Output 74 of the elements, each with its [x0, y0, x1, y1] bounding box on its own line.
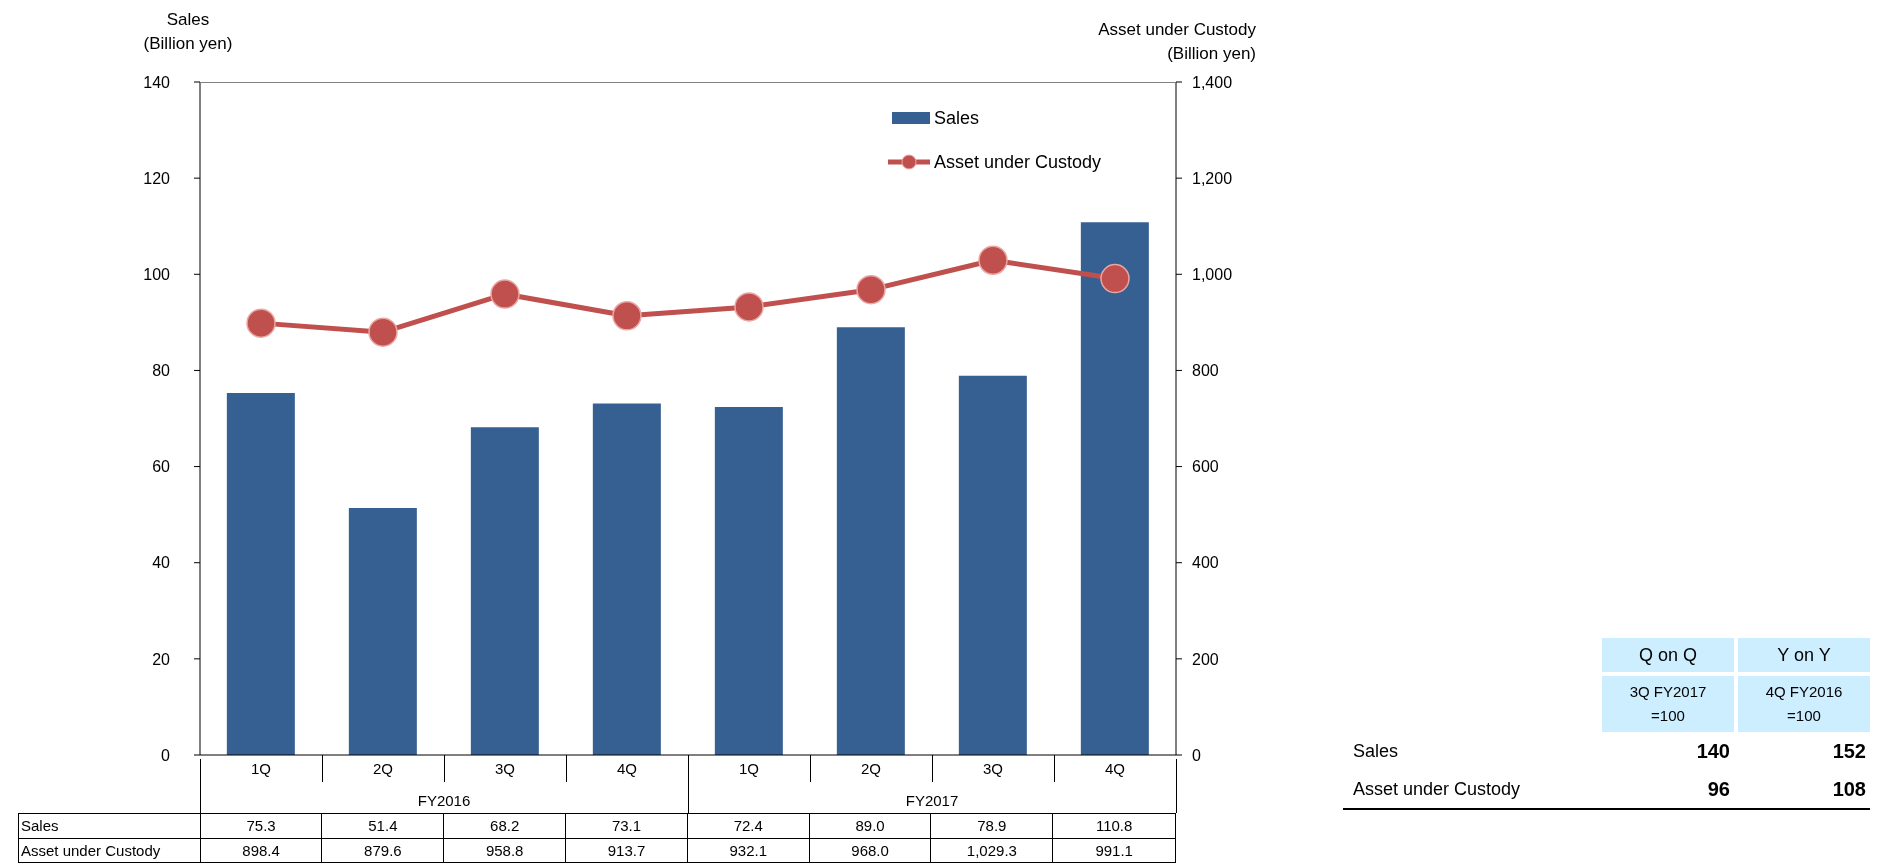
y2-tick-label: 400 — [1192, 554, 1219, 572]
y2-tick-label: 1,200 — [1192, 169, 1233, 187]
data-label: 89.0 — [809, 814, 932, 838]
bar — [592, 403, 661, 755]
point — [734, 292, 764, 322]
y-tick-label: 80 — [152, 362, 171, 380]
data-label: 108 — [1831, 777, 1867, 801]
y2-tick-label: 1,400 — [1192, 73, 1233, 91]
y-tick-label: 20 — [152, 650, 171, 668]
data-label: 72.4 — [687, 814, 810, 838]
point — [978, 245, 1008, 275]
text: Sales — [21, 817, 59, 834]
category-label: Sales — [1353, 740, 1400, 762]
data-label: 152 — [1831, 739, 1867, 763]
data-label: 78.9 — [931, 814, 1054, 838]
data-label: 913.7 — [566, 839, 688, 862]
y2-axis-title: Asset under Custody (Billion yen) — [1097, 19, 1256, 65]
text: 3Q FY2017 =100 — [1602, 676, 1734, 732]
point — [246, 308, 276, 338]
y-tick-label: 60 — [152, 458, 171, 476]
y-tick-label: 0 — [161, 746, 171, 764]
data-label: 879.6 — [322, 839, 445, 862]
data-label: 968.0 — [809, 839, 932, 862]
data-label: 51.4 — [322, 814, 445, 838]
y2-tick-label: 200 — [1192, 650, 1219, 668]
text: FY2016 — [416, 791, 472, 811]
point — [1100, 263, 1130, 294]
bar — [1080, 222, 1149, 755]
x-tick-label: 4Q — [1104, 759, 1126, 777]
bar — [714, 406, 783, 755]
data-label: 991.1 — [1094, 841, 1134, 861]
text: Q on Q — [1602, 638, 1734, 672]
data-label: 96 — [1706, 777, 1731, 801]
y2-tick-label: 800 — [1192, 362, 1219, 380]
point — [368, 317, 398, 347]
x-tick-label: 1Q — [250, 759, 272, 777]
data-label: 110.8 — [1094, 816, 1134, 836]
y-tick-label: 100 — [143, 265, 171, 283]
x-tick-label: 3Q — [982, 759, 1004, 777]
y-axis-title: Sales (Billion yen) — [142, 9, 234, 55]
point — [490, 279, 520, 309]
x-tick-label: 3Q — [494, 759, 516, 777]
y-tick-label: 40 — [152, 554, 171, 572]
x-tick-label: 2Q — [372, 759, 394, 777]
y-tick-label: 120 — [143, 169, 171, 187]
y2-tick-label: 600 — [1192, 458, 1219, 476]
bar — [226, 393, 295, 755]
y-tick-label: 140 — [143, 73, 171, 91]
x-tick-label: 4Q — [616, 759, 638, 777]
x-tick-label: 2Q — [860, 759, 882, 777]
bar — [470, 427, 539, 755]
bar — [836, 327, 905, 755]
text: 4Q FY2016 =100 — [1738, 676, 1870, 732]
data-label: 932.1 — [687, 839, 810, 862]
data-label: 73.1 — [566, 814, 688, 838]
data-label: 958.8 — [444, 839, 567, 862]
data-label: 1,029.3 — [931, 839, 1054, 862]
x-tick-label: 1Q — [738, 759, 760, 777]
text: FY2017 — [904, 791, 960, 811]
data-label: 68.2 — [444, 814, 567, 838]
category-label: Asset under Custody — [1353, 778, 1522, 800]
point — [612, 301, 642, 331]
bar — [958, 375, 1027, 755]
data-label: 75.3 — [200, 814, 323, 838]
legend-label: Asset under Custody — [934, 151, 1102, 173]
point — [856, 274, 886, 305]
legend-label: Sales — [934, 107, 980, 129]
text: Y on Y — [1738, 638, 1870, 672]
text: Asset under Custody — [21, 842, 161, 859]
data-label: 898.4 — [200, 839, 323, 862]
data-label: 140 — [1695, 739, 1731, 763]
y2-tick-label: 1,000 — [1192, 265, 1233, 283]
y2-tick-label: 0 — [1192, 746, 1201, 764]
bar — [348, 507, 417, 755]
